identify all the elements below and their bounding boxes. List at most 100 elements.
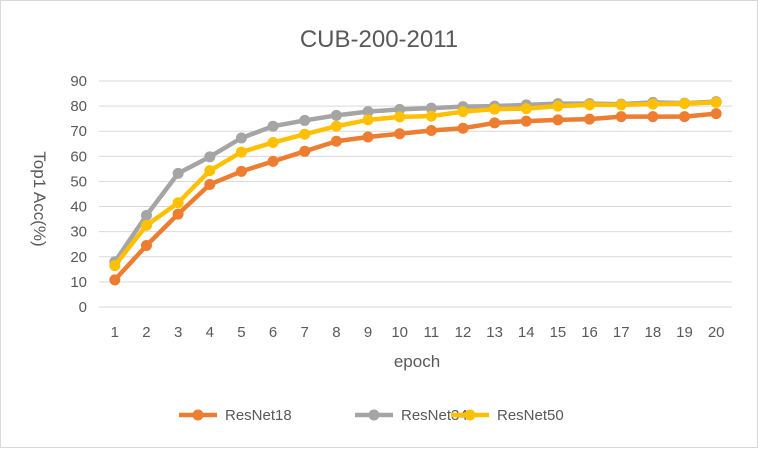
data-point <box>204 165 216 177</box>
legend-label: ResNet50 <box>497 407 564 424</box>
data-point <box>425 124 437 136</box>
series-lines <box>109 96 722 286</box>
x-tick-label: 12 <box>455 324 472 341</box>
data-point <box>489 103 501 115</box>
data-point <box>330 109 342 121</box>
data-point <box>520 115 532 127</box>
x-axis-label: epoch <box>394 352 440 371</box>
y-tick-label: 90 <box>70 73 87 90</box>
legend-label: ResNet18 <box>225 407 292 424</box>
data-point <box>330 120 342 132</box>
data-point <box>584 113 596 125</box>
data-point <box>647 98 659 110</box>
data-point <box>204 178 216 190</box>
legend-swatch-marker <box>192 409 204 421</box>
data-point <box>489 117 501 129</box>
legend: ResNet18 ResNet34 ResNet50 <box>179 407 564 424</box>
data-point <box>299 145 311 157</box>
x-tick-label: 18 <box>645 324 662 341</box>
data-point <box>425 102 437 114</box>
x-tick-label: 15 <box>550 324 567 341</box>
data-point <box>362 131 374 143</box>
legend-swatch-marker <box>368 409 380 421</box>
data-point <box>235 165 247 177</box>
x-tick-label: 3 <box>174 324 182 341</box>
data-point <box>362 106 374 118</box>
legend-item: ResNet18 <box>179 407 292 424</box>
data-point <box>204 151 216 163</box>
data-point <box>267 120 279 132</box>
data-point <box>235 132 247 144</box>
data-point <box>109 260 121 272</box>
y-axis-label: Top1 Acc(%) <box>30 151 49 246</box>
y-tick-label: 40 <box>70 199 87 216</box>
y-tick-label: 10 <box>70 274 87 291</box>
data-point <box>552 114 564 126</box>
legend-item: ResNet34 <box>355 407 468 424</box>
legend-item: ResNet50 <box>451 407 564 424</box>
x-tick-label: 9 <box>364 324 372 341</box>
y-tick-label: 60 <box>70 148 87 165</box>
x-tick-label: 6 <box>269 324 277 341</box>
x-tick-label: 20 <box>708 324 725 341</box>
x-tick-label: 14 <box>518 324 535 341</box>
x-tick-label: 1 <box>111 324 119 341</box>
data-point <box>425 110 437 122</box>
y-tick-label: 30 <box>70 224 87 241</box>
data-point <box>679 98 691 110</box>
x-tick-label: 5 <box>237 324 245 341</box>
series-line <box>112 111 719 283</box>
data-point <box>267 137 279 149</box>
data-point <box>362 114 374 126</box>
data-point <box>520 103 532 115</box>
data-point <box>172 197 184 209</box>
data-point <box>140 239 152 251</box>
data-point <box>710 96 722 108</box>
data-point <box>394 103 406 115</box>
x-tick-label: 2 <box>142 324 150 341</box>
chart-title: CUB-200-2011 <box>300 26 458 53</box>
data-point <box>330 135 342 147</box>
y-axis-ticks: 0 10 20 30 40 50 60 70 80 90 <box>70 73 87 316</box>
x-tick-label: 13 <box>486 324 503 341</box>
x-tick-label: 19 <box>676 324 693 341</box>
y-tick-label: 50 <box>70 173 87 190</box>
y-tick-label: 20 <box>70 249 87 266</box>
data-point <box>615 99 627 111</box>
data-point <box>615 111 627 123</box>
y-tick-label: 0 <box>79 299 87 316</box>
gridlines <box>99 80 732 283</box>
data-point <box>679 111 691 123</box>
data-point <box>584 99 596 111</box>
data-point <box>172 167 184 179</box>
data-point <box>140 209 152 221</box>
x-tick-label: 4 <box>206 324 214 341</box>
data-point <box>457 122 469 134</box>
data-point <box>394 111 406 123</box>
x-tick-label: 17 <box>613 324 630 341</box>
x-tick-label: 10 <box>391 324 408 341</box>
series-resnet18 <box>109 108 722 286</box>
data-point <box>647 111 659 123</box>
data-point <box>457 106 469 118</box>
series-resnet50 <box>109 96 722 272</box>
data-point <box>299 128 311 140</box>
data-point <box>710 108 722 120</box>
data-point <box>552 100 564 112</box>
x-tick-label: 16 <box>581 324 598 341</box>
y-tick-label: 80 <box>70 98 87 115</box>
data-point <box>172 208 184 220</box>
data-point <box>267 155 279 167</box>
data-point <box>140 219 152 231</box>
x-tick-label: 11 <box>424 324 440 341</box>
x-tick-label: 7 <box>301 324 309 341</box>
data-point <box>235 146 247 158</box>
x-axis-ticks: 1 2 3 4 5 6 7 8 9 10 11 12 13 14 15 16 17 18 19 20 <box>111 324 725 341</box>
legend-label: ResNet34 <box>401 407 468 424</box>
data-point <box>299 114 311 126</box>
data-point <box>109 274 121 286</box>
legend-swatch-marker <box>464 409 476 421</box>
data-point <box>394 128 406 140</box>
